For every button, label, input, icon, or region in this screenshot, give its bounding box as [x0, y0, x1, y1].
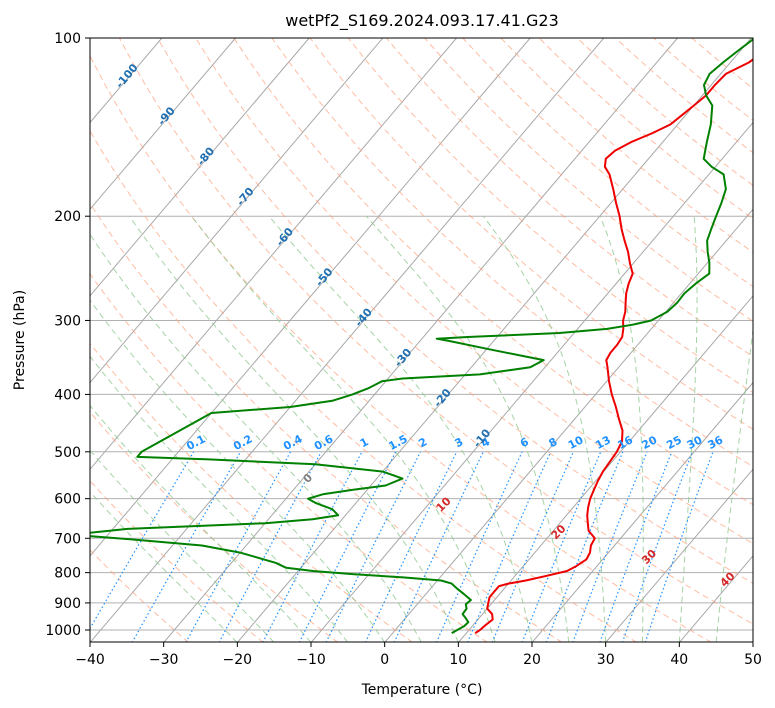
moist-adiabat-line [90, 299, 385, 642]
isotherm-line [458, 295, 753, 642]
x-tick-label: 30 [597, 652, 615, 668]
moist-adiabat-line [366, 215, 570, 642]
moist-adiabat-line [90, 233, 422, 642]
plot-frame [89, 37, 754, 643]
dry-adiabat-line [90, 480, 264, 642]
y-tick-label: 400 [54, 387, 81, 403]
dry-adiabat-line [157, 38, 753, 584]
axes: −40 −30 −20 −10 0 10 20 30 40 50 100 200 300 400 500 60… [45, 31, 762, 668]
y-tick-label: 900 [54, 596, 81, 612]
moist-adiabat-line [90, 491, 238, 642]
mixing-ratio-label: 25 [664, 433, 684, 452]
mixing-ratio-line [572, 451, 648, 642]
y-tick-label: 600 [54, 492, 81, 508]
dry-adiabat-line [90, 202, 563, 642]
moist-adiabat-line [129, 215, 459, 642]
mixing-ratio-line [545, 451, 624, 642]
dry-adiabat-line [462, 38, 753, 288]
mixing-ratio-line [599, 451, 673, 642]
y-tick-label: 500 [54, 445, 81, 461]
isotherm-line [90, 38, 457, 470]
x-tick-label: 40 [670, 652, 688, 668]
y-tick-label: 700 [54, 531, 81, 547]
mixing-ratio-label: 13 [593, 433, 613, 452]
y-axis-label: Pressure (hPa) [12, 290, 28, 390]
temperature-profile-line [474, 58, 753, 634]
x-axis-label: Temperature (°C) [361, 682, 483, 698]
moist-adiabat-line [90, 404, 312, 642]
profile-lines [90, 38, 753, 634]
x-tick-label: 0 [380, 652, 389, 668]
isotherm-line [163, 38, 678, 642]
moist-adiabat-line [599, 216, 644, 642]
mixing-ratio-line [491, 451, 574, 642]
mixing-ratio-line [644, 451, 714, 642]
isotherm-line [531, 381, 753, 642]
y-tick-label: 200 [54, 209, 81, 225]
mixing-ratio-line [298, 451, 397, 642]
dry-adiabat-line [90, 549, 189, 642]
y-tick-label: 300 [54, 314, 81, 330]
dry-adiabat-line [90, 130, 638, 642]
isotherm-line [605, 468, 753, 642]
mixing-ratio-line [435, 451, 523, 642]
mixing-ratio-line [218, 451, 322, 642]
moist-adiabat-line [268, 215, 533, 642]
moist-adiabat-line [715, 326, 753, 642]
y-tick-label: 100 [54, 31, 81, 47]
mixing-ratio-label: 36 [706, 433, 726, 452]
chart-title: wetPf2_S169.2024.093.17.41.G23 [285, 11, 559, 31]
mixing-ratio-line [521, 451, 602, 642]
mixing-ratio-label: 30 [685, 433, 705, 452]
mixing-ratio-label: 20 [640, 433, 660, 452]
dry-adiabat-line [271, 38, 753, 468]
mixing-ratio-label: 10 [566, 433, 586, 452]
x-tick-label: 50 [744, 652, 762, 668]
y-tick-label: 800 [54, 566, 81, 582]
mixing-ratio-line [325, 451, 422, 642]
x-tick-label: 20 [523, 652, 541, 668]
mixing-ratio-line [185, 451, 292, 642]
moist-adiabat-line [90, 355, 349, 642]
dewpoint-profile-line [90, 38, 753, 634]
y-tick-label: 1000 [45, 623, 81, 639]
moist-adiabat-line [678, 216, 698, 642]
x-tick-label: −40 [75, 652, 105, 668]
x-tick-label: −10 [296, 652, 326, 668]
mixing-ratio-line [621, 451, 693, 642]
x-tick-label: −20 [223, 652, 253, 668]
mixing-ratio-label: 16 [615, 433, 635, 452]
dry-adiabat-line [309, 38, 753, 430]
isotherm-line [237, 38, 752, 642]
isotherm-line [384, 208, 753, 642]
moist-adiabat-line [482, 215, 607, 642]
dry-adiabat-line [90, 273, 488, 642]
dry-adiabat-line [233, 38, 753, 506]
dry-adiabat-line [90, 342, 414, 642]
x-tick-label: −30 [149, 652, 179, 668]
dry-adiabat-line [118, 38, 753, 625]
isotherm-line [90, 38, 310, 297]
dry-adiabat-line [90, 54, 712, 642]
mixing-ratio-line [467, 451, 552, 642]
isotherm-line [90, 38, 236, 210]
x-tick-label: 10 [449, 652, 467, 668]
background-lines [90, 38, 753, 642]
moist-adiabat-line [90, 449, 275, 642]
dry-adiabat-line [347, 38, 753, 394]
dry-adiabat-line [195, 38, 753, 545]
isotherm-line [90, 38, 384, 384]
isotherm-line [90, 38, 531, 557]
